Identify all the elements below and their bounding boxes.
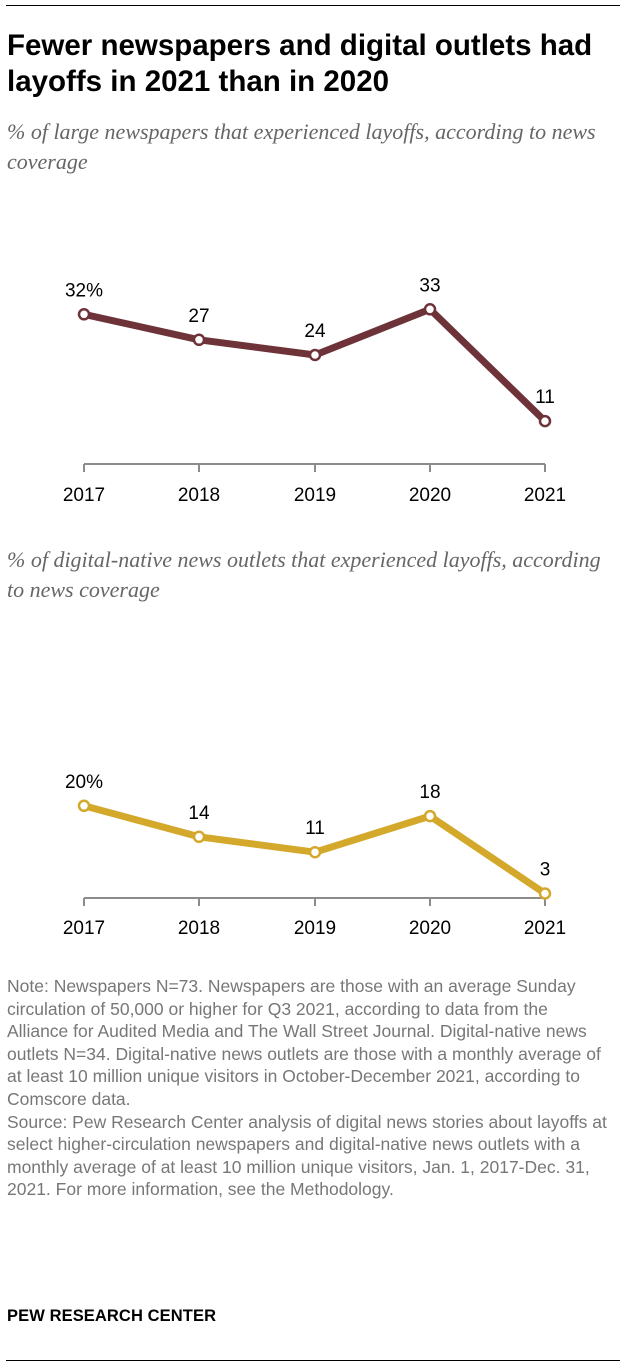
- x-tick-label: 2017: [63, 918, 105, 939]
- data-point: [77, 799, 91, 813]
- data-label: 32%: [65, 280, 103, 301]
- notes-block: Note: Newspapers N=73. Newspapers are th…: [7, 975, 613, 1201]
- data-point: [192, 333, 206, 347]
- chart-title: Fewer newspapers and digital outlets had…: [7, 29, 593, 98]
- data-label: 11: [305, 818, 325, 839]
- x-tick-label: 2020: [409, 485, 451, 506]
- x-tick-label: 2019: [294, 918, 336, 939]
- bottom-rule: [6, 1360, 620, 1361]
- pew-research-center-logo: PEW RESEARCH CENTER: [7, 1307, 217, 1325]
- x-tick-label: 2021: [524, 918, 566, 939]
- data-point: [192, 830, 206, 844]
- chart-2-subtitle: % of digital-native news outlets that ex…: [7, 547, 601, 602]
- top-rule: [6, 5, 620, 6]
- x-tick-label: 2020: [409, 918, 451, 939]
- data-label: 24: [304, 321, 326, 342]
- newspapers-layoffs-line-chart: 2017 2018 2019 2020 2021 32% 27 24 33 11: [63, 275, 566, 506]
- data-label: 14: [188, 803, 210, 824]
- x-tick-label: 2018: [178, 485, 220, 506]
- data-label: 33: [419, 275, 440, 296]
- data-point: [77, 308, 91, 321]
- data-label: 18: [419, 782, 440, 803]
- x-tick-label: 2017: [63, 485, 105, 506]
- data-point: [423, 809, 437, 823]
- data-point: [308, 348, 322, 362]
- data-point: [538, 887, 552, 900]
- data-label: 27: [188, 306, 209, 327]
- data-label: 3: [540, 860, 551, 881]
- data-label: 20%: [65, 772, 103, 793]
- x-tick-label: 2019: [294, 485, 336, 506]
- chart-1-subtitle: % of large newspapers that experienced l…: [7, 119, 596, 174]
- data-point: [423, 303, 437, 316]
- data-point: [538, 414, 552, 428]
- data-point: [308, 845, 322, 859]
- x-tick-label: 2018: [178, 918, 220, 939]
- x-tick-label: 2021: [524, 485, 566, 506]
- source-text: Source: Pew Research Center analysis of …: [7, 1111, 607, 1200]
- digital-outlets-layoffs-line-chart: 2017 2018 2019 2020 2021 20% 14 11 18 3: [63, 772, 566, 939]
- data-label: 11: [535, 387, 555, 408]
- note-text: Note: Newspapers N=73. Newspapers are th…: [7, 976, 601, 1109]
